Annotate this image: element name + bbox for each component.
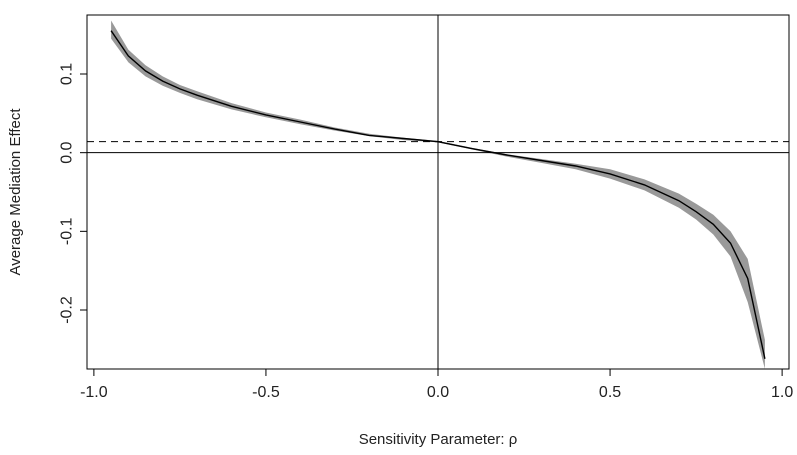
plot-area <box>87 15 789 369</box>
y-tick-label: 0.0 <box>59 141 76 163</box>
x-tick-label: 0.5 <box>599 384 621 401</box>
axes: -1.0 -0.5 0.0 0.5 1.0 -0.2 -0.1 0.0 0.1 <box>59 63 794 401</box>
y-axis-title: Average Mediation Effect <box>7 108 24 276</box>
x-tick-label: -0.5 <box>252 384 280 401</box>
mediation-effect-line <box>110 30 766 359</box>
x-axis-title: Sensitivity Parameter: ρ <box>359 431 518 448</box>
y-tick-label: -0.2 <box>59 296 76 324</box>
y-tick-label: -0.1 <box>59 217 76 245</box>
x-tick-label: -1.0 <box>80 384 108 401</box>
y-tick-label: 0.1 <box>59 63 76 85</box>
x-tick-label: 0.0 <box>427 384 449 401</box>
x-tick-label: 1.0 <box>771 384 793 401</box>
